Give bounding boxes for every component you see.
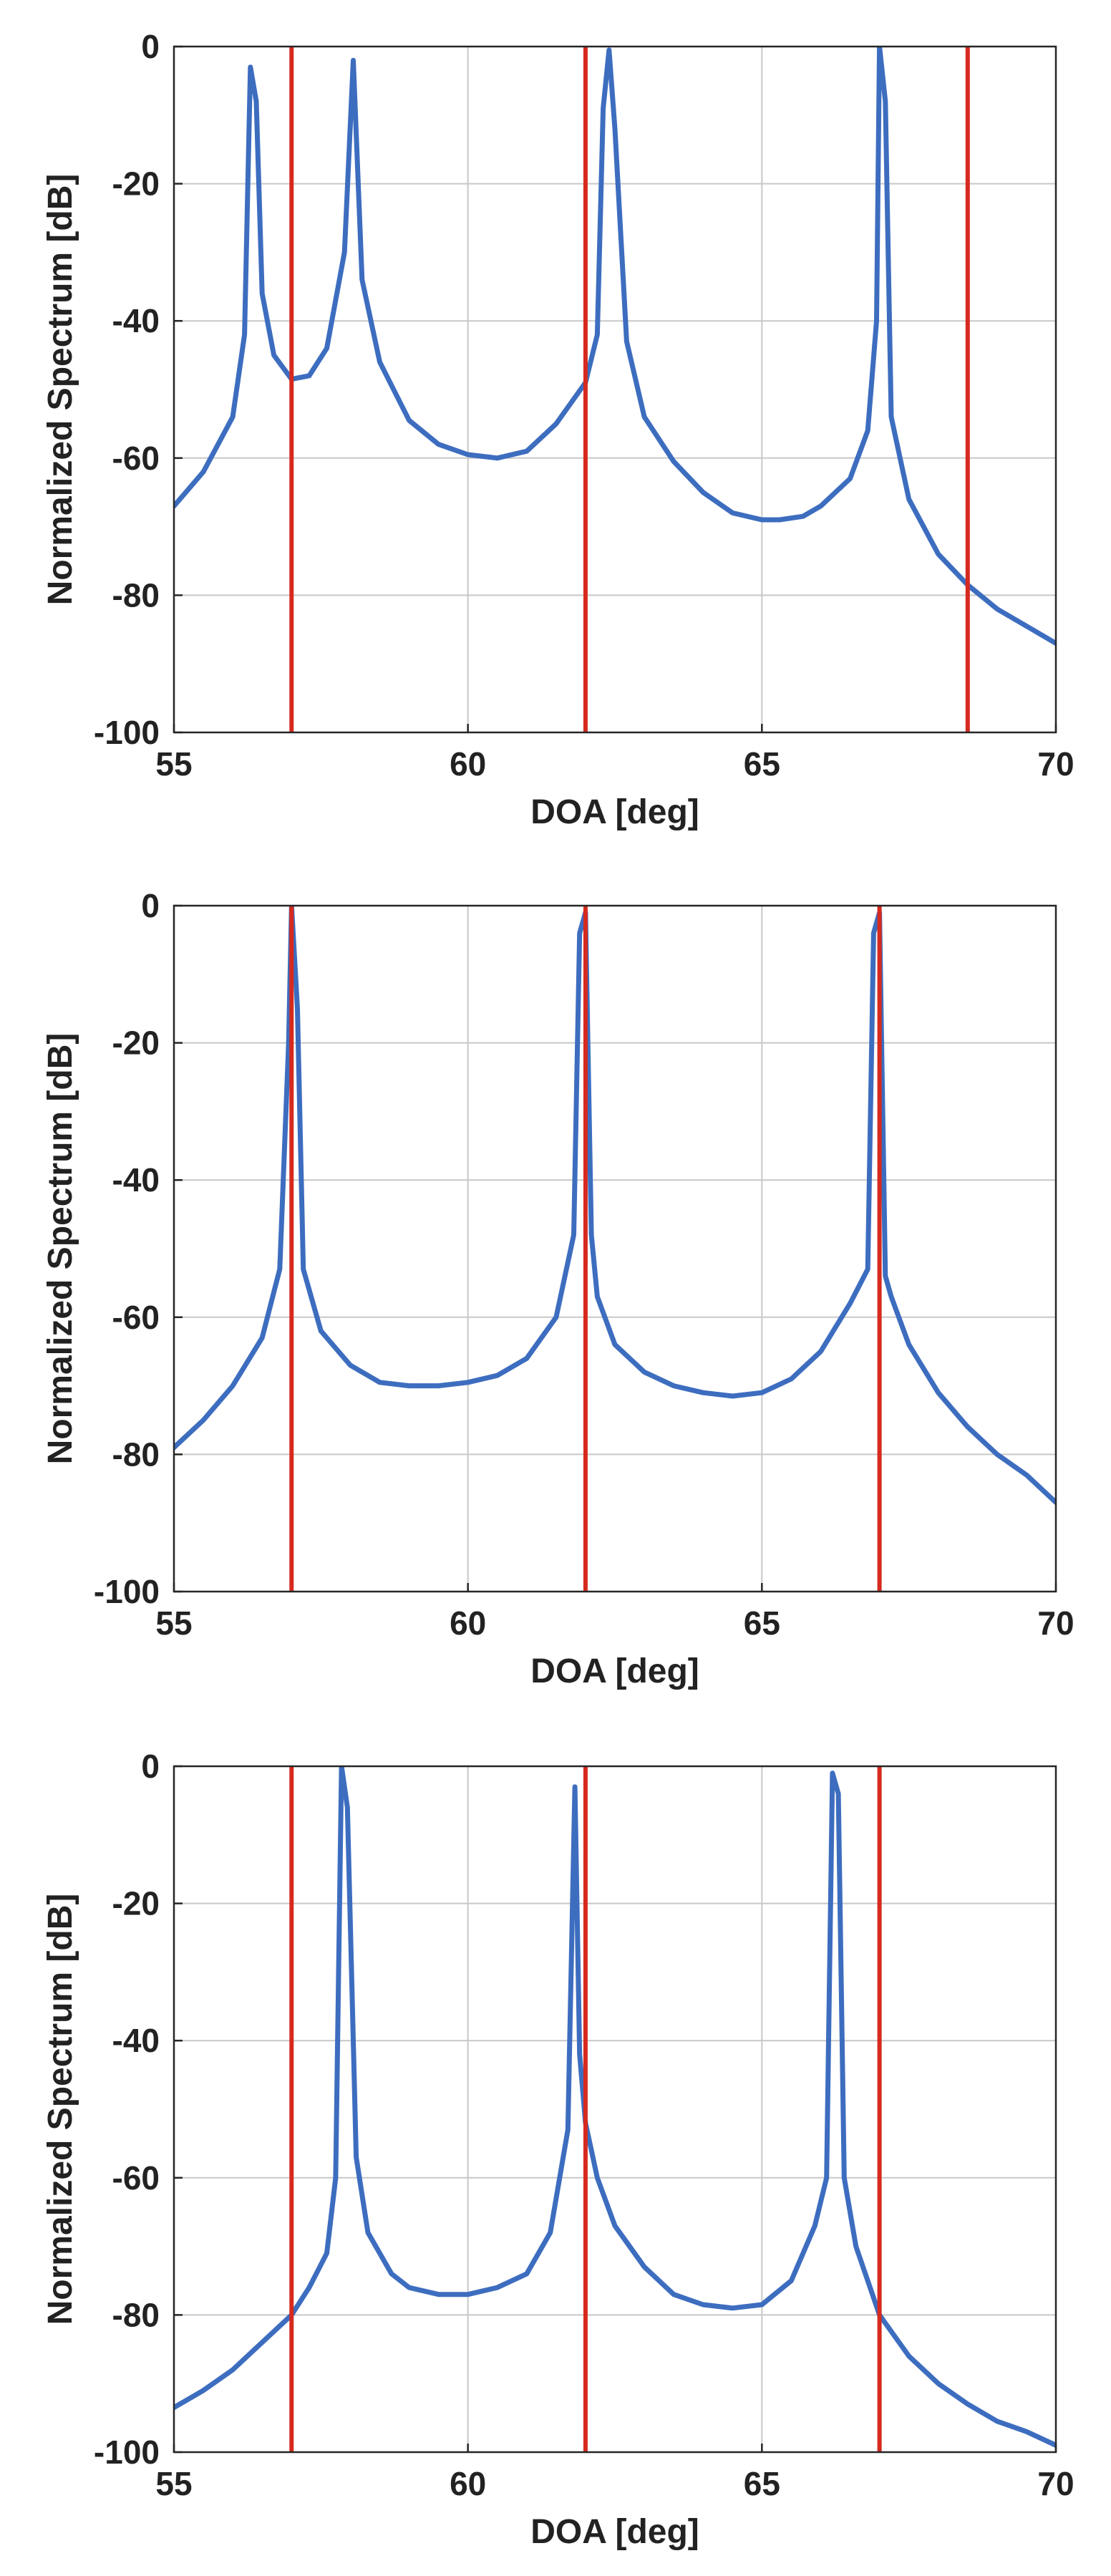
x-tick-label: 65 — [744, 2465, 780, 2502]
y-axis-label: Normalized Spectrum [dB] — [42, 174, 79, 606]
grid — [174, 1766, 1056, 2452]
axes-frame — [173, 45, 1057, 734]
x-tick-label: 55 — [155, 745, 192, 783]
y-tick-label: -20 — [112, 1885, 160, 1922]
grid — [174, 47, 1056, 732]
plot-area — [174, 1766, 1056, 2452]
y-tick-label: 0 — [141, 1748, 160, 1785]
subplot-3: 55 60 65 70 0 -20 -40 -60 -80 -100 DOA [deg] Normal… — [42, 1748, 1074, 2551]
y-tick-label: -60 — [112, 2159, 160, 2197]
subplot-1: 55 60 65 70 0 -20 -40 -60 -80 -100 DOA [deg] Normal… — [42, 28, 1074, 831]
y-tick-label: -80 — [112, 1435, 160, 1473]
y-tick-label: -100 — [94, 1573, 160, 1610]
x-tick-label: 70 — [1037, 745, 1074, 783]
y-tick-label: 0 — [141, 28, 160, 65]
x-tick-label: 60 — [450, 1604, 486, 1642]
y-tick-label: -40 — [112, 302, 160, 339]
y-tick-label: 0 — [141, 887, 160, 924]
y-tick-label: -20 — [112, 1025, 160, 1062]
y-tick-label: -100 — [94, 714, 160, 751]
y-tick-label: -40 — [112, 1161, 160, 1199]
x-tick-label: 55 — [155, 2465, 192, 2502]
data-layer — [174, 1766, 1056, 2452]
series-line-spectrum — [174, 1766, 1056, 2448]
x-axis-label: DOA [deg] — [530, 1652, 699, 1690]
y-axis-label: Normalized Spectrum [dB] — [42, 1033, 79, 1465]
series-line-spectrum — [174, 906, 1056, 1505]
y-tick-label: -80 — [112, 576, 160, 614]
x-tick-label: 70 — [1037, 1604, 1074, 1642]
x-tick-label: 65 — [744, 745, 780, 783]
axes-frame — [173, 904, 1057, 1593]
y-axis-label: Normalized Spectrum [dB] — [42, 1894, 79, 2325]
y-tick-label: -20 — [112, 165, 160, 203]
y-tick-label: -80 — [112, 2296, 160, 2333]
x-tick-label: 60 — [450, 745, 486, 783]
x-tick-label: 65 — [744, 1604, 780, 1642]
subplots-container: 55 60 65 70 0 -20 -40 -60 -80 -100 DOA [deg] Normal… — [42, 28, 1074, 2551]
axes-frame — [173, 1765, 1057, 2454]
data-layer — [174, 906, 1056, 1592]
y-tick-label: -60 — [112, 1299, 160, 1336]
x-axis-label: DOA [deg] — [530, 2513, 699, 2551]
data-layer — [174, 47, 1056, 732]
subplot-2: 55 60 65 70 0 -20 -40 -60 -80 -100 DOA [deg] Normal… — [42, 887, 1074, 1690]
y-tick-label: -100 — [94, 2434, 160, 2471]
x-tick-label: 70 — [1037, 2465, 1074, 2502]
x-tick-label: 55 — [155, 1604, 192, 1642]
y-tick-label: -40 — [112, 2022, 160, 2059]
grid — [174, 906, 1056, 1592]
series-line-spectrum — [174, 47, 1056, 646]
x-axis-label: DOA [deg] — [530, 793, 699, 831]
plot-area — [174, 906, 1056, 1592]
x-tick-label: 60 — [450, 2465, 486, 2502]
y-tick-label: -60 — [112, 440, 160, 477]
